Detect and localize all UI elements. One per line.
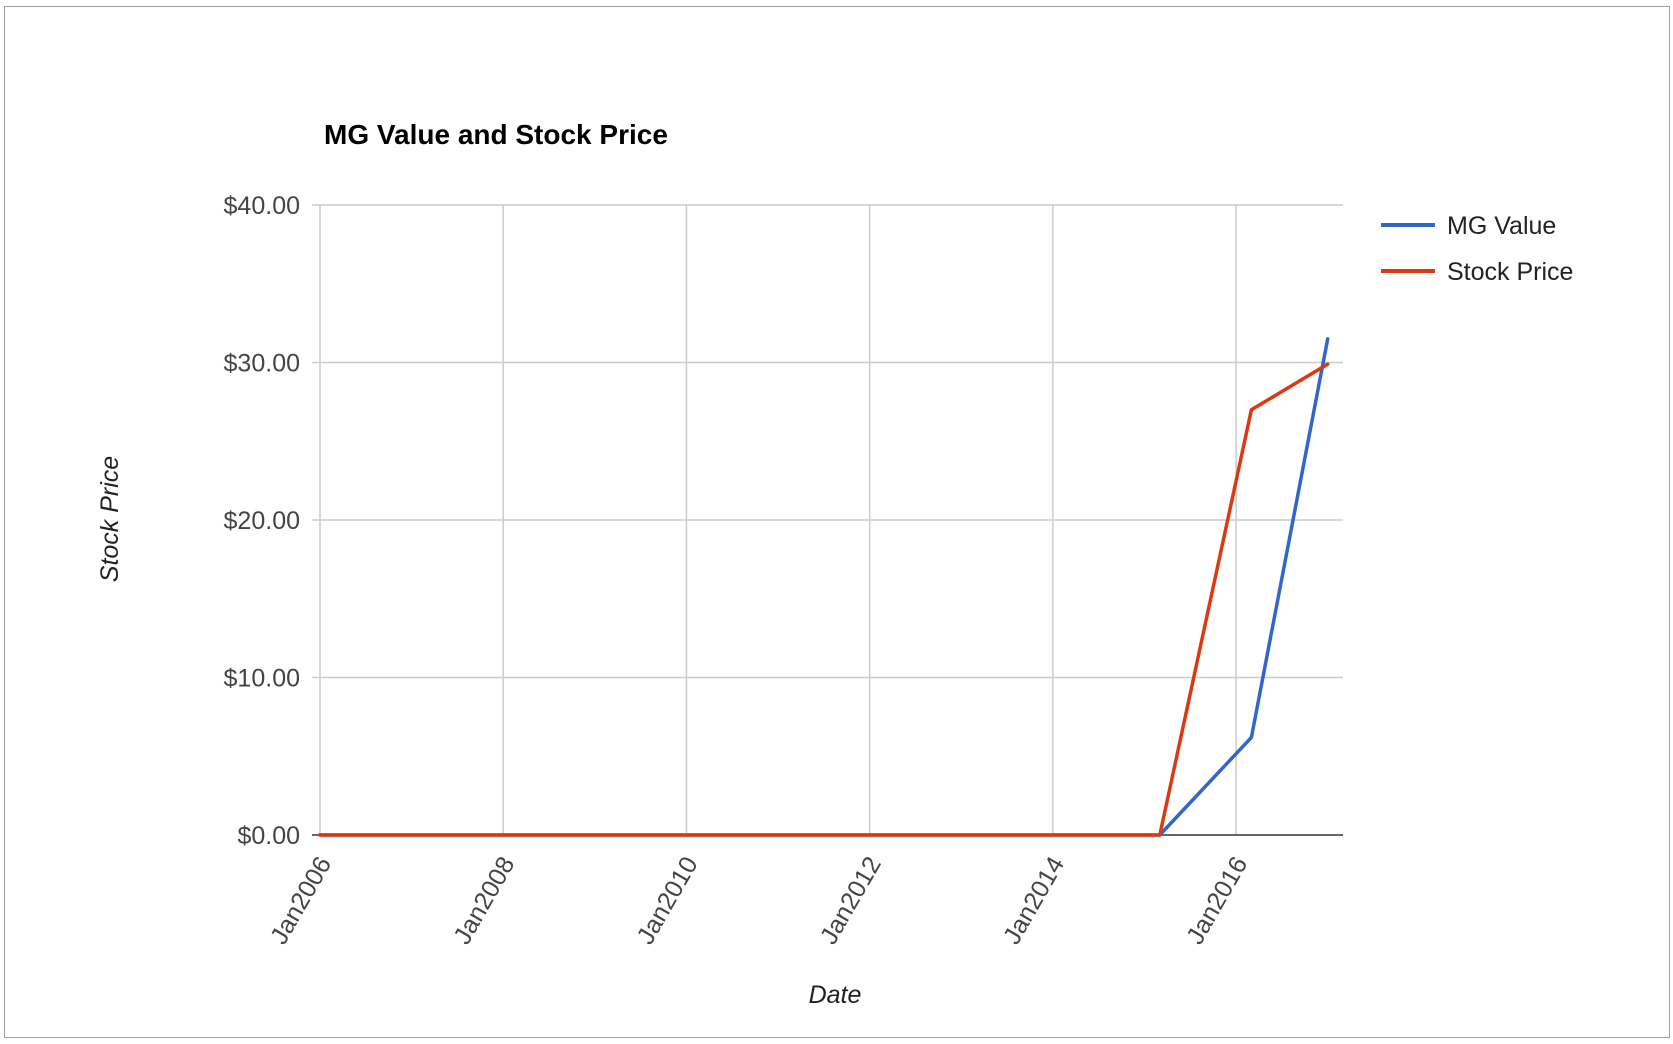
series-line-stock-price[interactable]	[318, 362, 1330, 837]
y-tick-label: $10.00	[224, 665, 300, 693]
x-axis-tick-labels: Jan2006 Jan2008 Jan2010 Jan2012 Jan2014 Jan20…	[265, 852, 1253, 949]
x-tick-label: Jan2012	[815, 852, 887, 949]
y-axis-title: Stock Price	[96, 456, 124, 582]
x-tick-label: Jan2014	[998, 852, 1070, 949]
x-tick-label: Jan2006	[265, 852, 337, 949]
series-layer	[318, 337, 1330, 837]
y-tick-label: $20.00	[224, 507, 300, 535]
y-tick-label: $40.00	[224, 192, 300, 220]
chart-container[interactable]: $0.00 $10.00 $20.00 $30.00 $40.00 Jan2006 Jan…	[4, 6, 1670, 1038]
y-tick-label: $0.00	[237, 822, 300, 850]
legend[interactable]: MG Value Stock Price	[1381, 212, 1573, 286]
y-tick-label: $30.00	[224, 350, 300, 378]
x-axis-title: Date	[809, 981, 862, 1009]
x-tick-label: Jan2008	[448, 852, 520, 949]
line-chart: $0.00$10.00$20.00$30.00$40.00 Jan2006 Jan…	[96, 119, 1573, 1009]
chart-title: MG Value and Stock Price	[324, 119, 668, 150]
x-tick-label: Jan2016	[1181, 852, 1253, 949]
horizontal-gridlines	[312, 204, 1343, 679]
legend-label: Stock Price	[1447, 258, 1573, 286]
y-axis-tick-labels: $0.00 $10.00 $20.00 $30.00 $40.00	[224, 192, 300, 850]
x-tick-label: Jan2010	[631, 852, 703, 949]
legend-label: MG Value	[1447, 212, 1556, 240]
